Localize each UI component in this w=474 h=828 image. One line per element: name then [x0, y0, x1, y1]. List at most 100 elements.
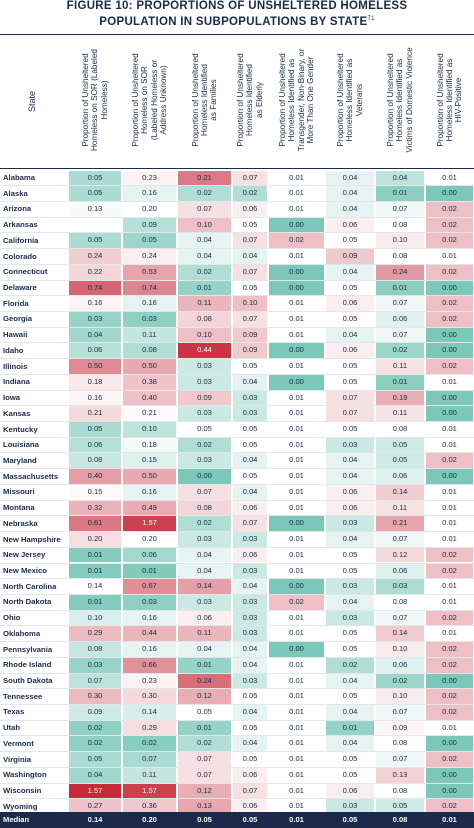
value-cell: 0.05	[69, 422, 121, 437]
value-cell: 0.10	[178, 327, 231, 343]
value-cell: 0.14	[178, 579, 231, 594]
value-cell: 0.13	[376, 767, 424, 783]
value-cell: 0.05	[376, 437, 424, 453]
value-cell: 0.18	[123, 437, 176, 453]
value-cell: 0.05	[326, 626, 374, 642]
value-cell: 0.04	[326, 704, 374, 720]
value-cell: 0.08	[69, 453, 121, 469]
state-label-utah: Utah	[3, 723, 21, 733]
row-divider	[0, 735, 474, 737]
value-cell: 0.50	[123, 469, 176, 484]
value-cell: 0.01	[269, 201, 324, 217]
row-divider	[0, 279, 474, 281]
value-cell: 0.24	[69, 249, 121, 264]
value-cell: 0.10	[376, 233, 424, 249]
row-divider	[0, 216, 474, 218]
value-cell: 0.03	[69, 657, 121, 673]
title-line-2: POPULATION IN SUBPOPULATIONS BY STATE71	[0, 13, 474, 28]
value-cell: 0.05	[69, 233, 121, 249]
value-cell: 0.18	[69, 374, 121, 390]
value-cell: 0.06	[326, 217, 374, 233]
value-cell: 0.03	[123, 594, 176, 610]
value-cell: 0.02	[426, 547, 473, 563]
value-cell: 0.05	[326, 311, 374, 327]
column-header-5-line-2: Homeless Identified as	[287, 58, 297, 142]
value-cell: 0.00	[269, 374, 324, 390]
value-cell: 0.01	[426, 500, 473, 516]
value-cell: 0.03	[178, 453, 231, 469]
value-cell: 0.01	[269, 311, 324, 327]
row-divider	[0, 656, 474, 658]
value-cell: 0.01	[178, 280, 231, 296]
header-bottom-rule	[0, 168, 474, 169]
value-cell: 0.02	[178, 736, 231, 752]
value-cell: 0.03	[326, 516, 374, 532]
value-cell: 0.02	[426, 453, 473, 469]
value-cell: 0.04	[326, 453, 374, 469]
value-cell: 0.14	[376, 626, 424, 642]
column-header-1-line-3: Homeless)	[99, 80, 109, 120]
value-cell: 0.04	[233, 704, 267, 720]
value-cell: 0.04	[233, 484, 267, 500]
value-cell: 0.01	[426, 532, 473, 547]
column-header-8-line-2: Homeless Identified as	[444, 58, 454, 142]
value-cell: 0.01	[269, 469, 324, 484]
value-cell: 0.02	[426, 359, 473, 374]
value-cell: 0.03	[69, 311, 121, 327]
value-cell: 0.04	[233, 249, 267, 264]
state-label-texas: Texas	[3, 707, 25, 717]
value-cell: 0.23	[123, 673, 176, 689]
value-cell: 0.04	[326, 327, 374, 343]
value-cell: 0.05	[326, 642, 374, 657]
value-cell: 0.01	[269, 673, 324, 689]
value-cell: 0.05	[326, 767, 374, 783]
value-cell: 0.02	[426, 704, 473, 720]
value-cell: 0.30	[123, 689, 176, 704]
column-header-2: Proportion of Unsheltered Homeless on SOR…	[122, 36, 177, 164]
value-cell	[69, 217, 121, 233]
state-label-georgia: Georgia	[3, 314, 33, 324]
value-cell: 0.21	[178, 170, 231, 186]
value-cell: 0.10	[178, 217, 231, 233]
value-cell: 0.02	[178, 264, 231, 280]
value-cell: 0.14	[123, 704, 176, 720]
state-label-south-dakota: South Dakota	[3, 676, 53, 686]
chart-title: FIGURE 10: PROPORTIONS OF UNSHELTERED HO…	[0, 0, 474, 28]
value-cell: 0.03	[178, 406, 231, 422]
value-cell: 0.24	[178, 673, 231, 689]
value-cell: 0.02	[233, 186, 267, 201]
value-cell: 0.01	[426, 437, 473, 453]
value-cell: 0.11	[376, 359, 424, 374]
value-cell: 0.00	[426, 469, 473, 484]
value-cell: 0.08	[69, 642, 121, 657]
value-cell: 0.04	[178, 547, 231, 563]
row-divider	[0, 405, 474, 407]
value-cell: 0.01	[326, 720, 374, 736]
value-cell: 0.10	[376, 642, 424, 657]
value-cell: 0.00	[426, 736, 473, 752]
state-label-ohio: Ohio	[3, 613, 21, 623]
state-label-pennsylvania: Pennsylvania	[3, 644, 53, 654]
value-cell: 0.02	[426, 217, 473, 233]
value-cell: 0.03	[178, 374, 231, 390]
value-cell: 0.29	[69, 626, 121, 642]
value-cell: 1.57	[69, 783, 121, 799]
column-header-4-line-1: Proportion of Unsheltered	[236, 53, 246, 147]
column-header-5-line-3: Transgender, Non-Binary, or	[296, 48, 306, 152]
value-cell: 0.01	[426, 626, 473, 642]
value-cell: 0.12	[178, 689, 231, 704]
value-cell: 0.07	[233, 783, 267, 799]
value-cell: 0.02	[69, 736, 121, 752]
row-divider	[0, 185, 474, 187]
value-cell: 0.07	[376, 296, 424, 311]
value-cell: 0.22	[69, 264, 121, 280]
state-label-california: California	[3, 235, 39, 245]
state-label-illinois: Illinois	[3, 361, 28, 371]
value-cell: 0.06	[69, 437, 121, 453]
row-divider	[0, 421, 474, 423]
row-divider	[0, 358, 474, 360]
value-cell: 0.07	[376, 752, 424, 767]
column-header-1-line-2: Homeless on SOR (Labeled	[90, 49, 100, 151]
row-divider	[0, 295, 474, 297]
state-label-colorado: Colorado	[3, 251, 37, 261]
